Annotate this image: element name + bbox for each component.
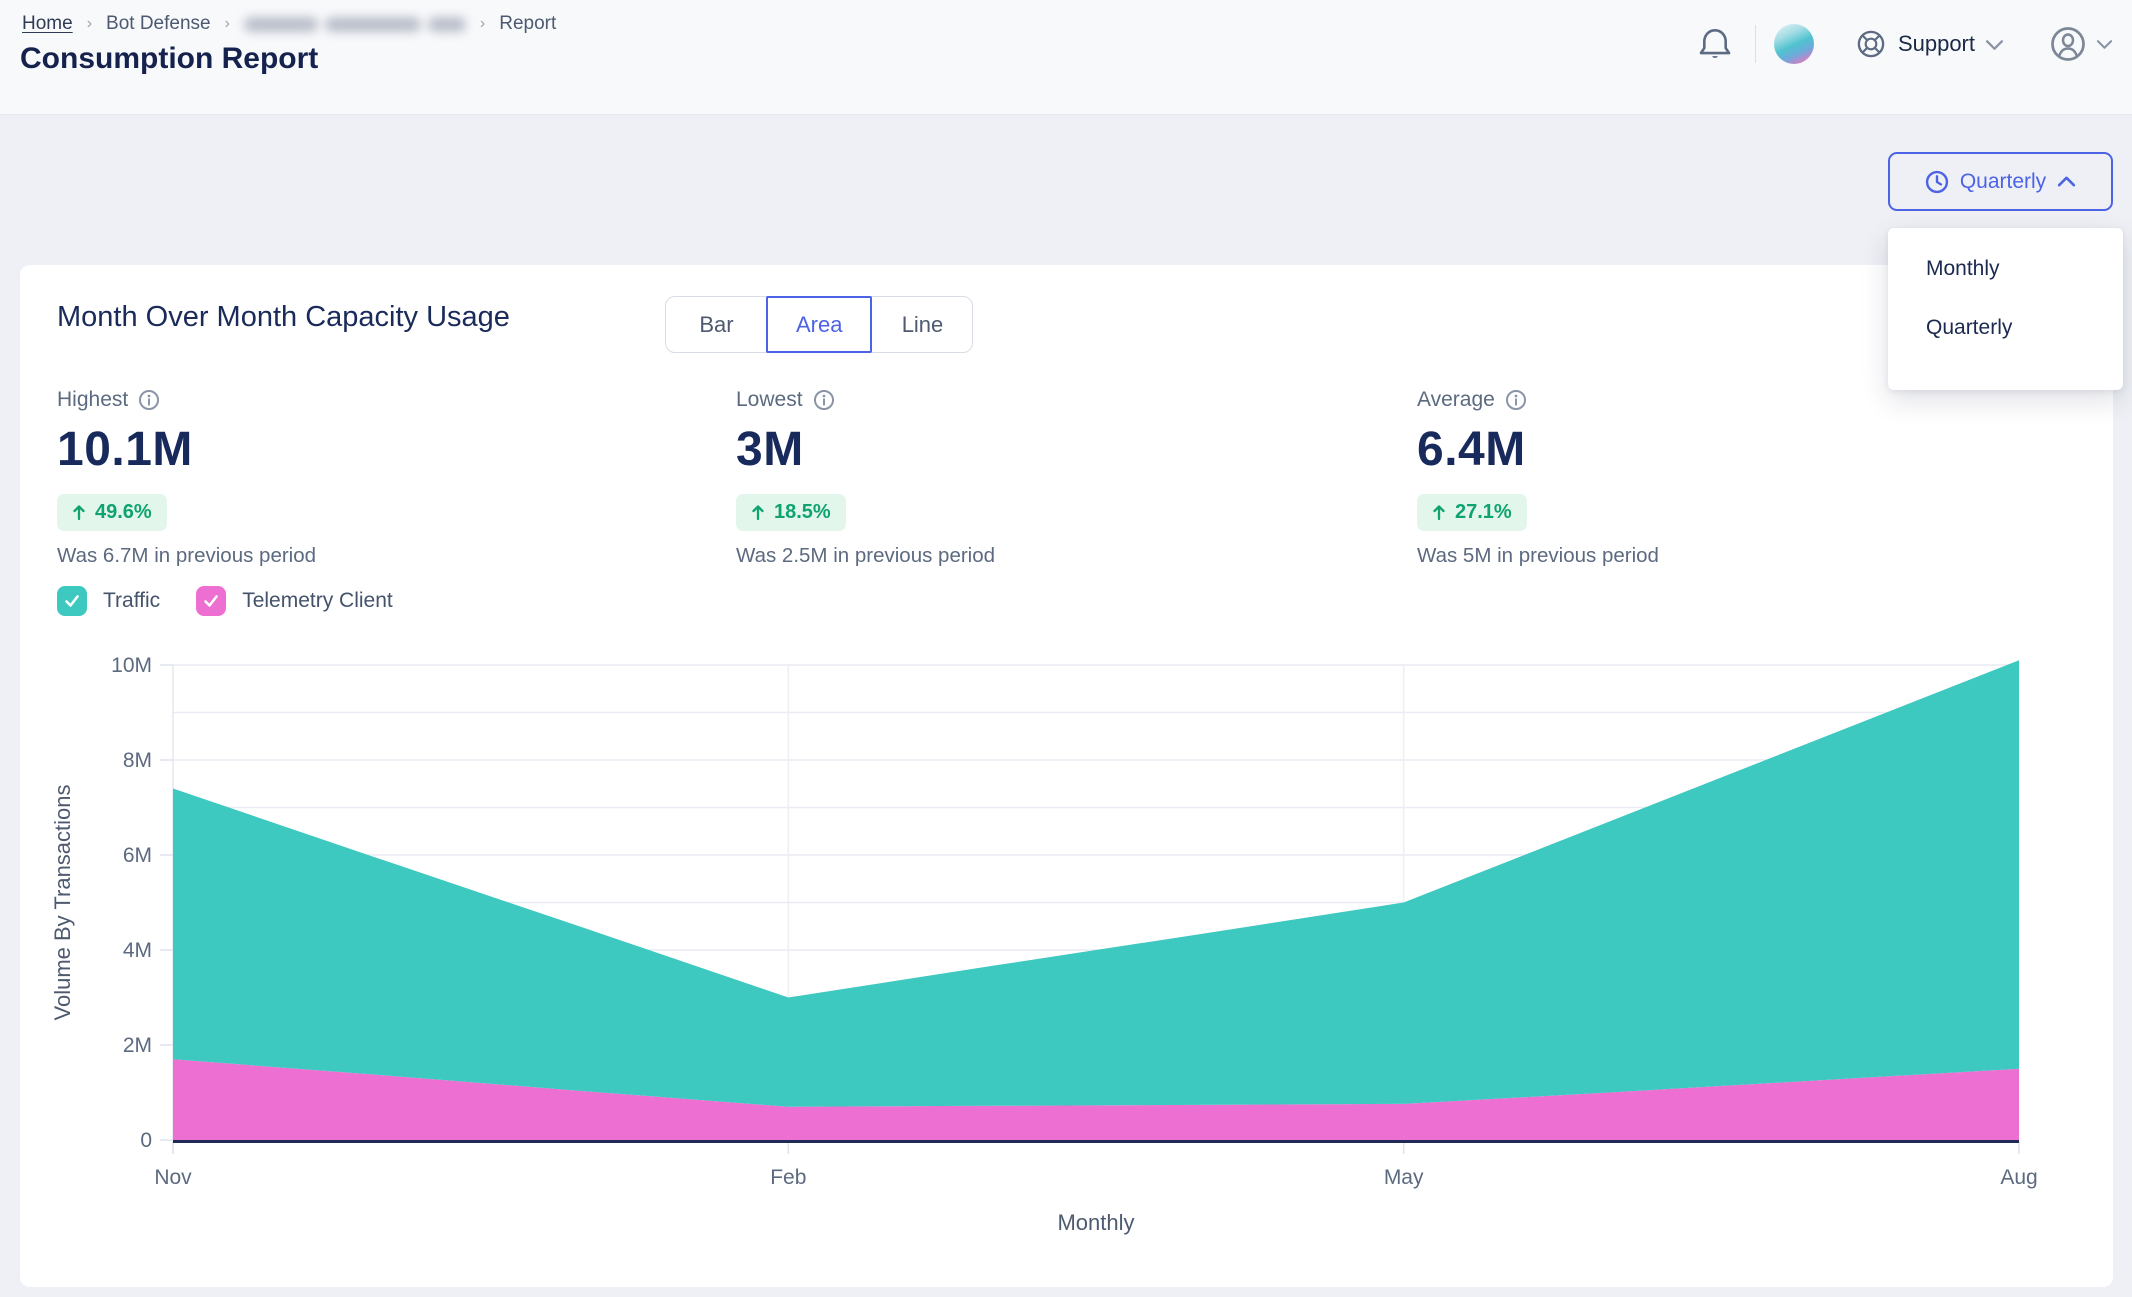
x-tick-label: Nov (154, 1166, 192, 1189)
stat-previous: Was 6.7M in previous period (57, 544, 317, 567)
breadcrumb-section-link[interactable]: Bot Defense (106, 13, 211, 34)
checkbox-checked-icon (57, 586, 87, 616)
header-actions: Support (1693, 22, 2113, 66)
x-tick-label: May (1384, 1166, 1424, 1189)
clock-icon (1925, 170, 1948, 193)
x-tick-label: Feb (770, 1166, 806, 1189)
area-telemetry-client (173, 1059, 2019, 1140)
stat-value: 6.4M (1417, 423, 1526, 476)
capacity-usage-chart: Nov Feb May Aug 0 2M 4M 6M 8M 10M Monthly Volume By… (40, 652, 2080, 1257)
chevron-right-icon: › (224, 15, 230, 32)
header-divider (1754, 25, 1756, 63)
card-title: Month Over Month Capacity Usage (57, 301, 510, 333)
breadcrumb: Home › Bot Defense › › Report (22, 13, 556, 35)
series-legend: Traffic Telemetry Client (57, 586, 393, 616)
stat-average: Average 6.4M 27.1% Was 5M in previous pe… (1417, 388, 2037, 568)
stat-previous: Was 2.5M in previous period (736, 544, 996, 567)
y-tick-label: 0 (140, 1129, 152, 1152)
bell-icon (1699, 29, 1731, 59)
stat-value: 3M (736, 423, 804, 476)
chevron-up-icon (2058, 176, 2076, 187)
checkbox-checked-icon (196, 586, 227, 616)
legend-label: Traffic (103, 589, 161, 612)
legend-label: Telemetry Client (242, 589, 393, 612)
y-tick-label: 8M (123, 749, 152, 772)
up-arrow-icon (73, 505, 85, 521)
workspace-avatar[interactable] (1773, 24, 1814, 64)
life-ring-icon (1857, 30, 1885, 58)
stat-change-badge: 18.5% (736, 494, 846, 531)
y-tick-label: 6M (123, 844, 152, 867)
legend-item-telemetry-client[interactable]: Telemetry Client (196, 586, 393, 616)
x-axis-title: Monthly (1057, 1210, 1134, 1235)
up-arrow-icon (752, 505, 764, 521)
y-tick-label: 4M (123, 939, 152, 962)
stat-value: 10.1M (57, 423, 193, 476)
chevron-down-icon (1985, 39, 2004, 50)
stat-highest: Highest 10.1M 49.6% Was 6.7M in previous… (57, 388, 677, 568)
stat-change-badge: 49.6% (57, 494, 167, 531)
stat-label: Average (1417, 388, 1495, 411)
chart-type-line[interactable]: Line (871, 297, 972, 352)
support-label: Support (1897, 31, 1975, 56)
stat-previous: Was 5M in previous period (1417, 544, 1659, 567)
capacity-usage-card: Month Over Month Capacity Usage Bar Area… (20, 265, 2113, 1287)
chart-type-area[interactable]: Area (766, 296, 873, 353)
user-circle-icon (2051, 27, 2085, 61)
period-option-monthly[interactable]: Monthly (1926, 257, 2000, 280)
up-arrow-icon (1433, 505, 1445, 521)
breadcrumb-item-redacted[interactable] (243, 16, 466, 32)
stat-change-badge: 27.1% (1417, 494, 1527, 531)
y-tick-label: 2M (123, 1034, 152, 1057)
info-icon[interactable] (1505, 389, 1527, 411)
y-axis-title: Volume By Transactions (50, 784, 75, 1020)
chart-type-toggle: Bar Area Line (665, 296, 974, 353)
page-title: Consumption Report (20, 42, 319, 75)
area-traffic (173, 660, 2019, 1107)
legend-item-traffic[interactable]: Traffic (57, 586, 160, 616)
chevron-right-icon: › (479, 15, 486, 32)
stacked-area-chart-canvas: Nov Feb May Aug 0 2M 4M 6M 8M 10M Monthly Volume By… (50, 654, 2038, 1235)
period-selector-value: Quarterly (1959, 169, 2047, 193)
stat-lowest: Lowest 3M 18.5% Was 2.5M in previous per… (736, 388, 1356, 568)
stat-label: Lowest (736, 388, 803, 411)
stat-label: Highest (57, 388, 129, 411)
info-icon[interactable] (138, 389, 160, 411)
y-tick-label: 10M (111, 654, 152, 677)
chevron-down-icon (2096, 40, 2113, 49)
account-menu[interactable] (2048, 24, 2113, 64)
period-option-quarterly[interactable]: Quarterly (1926, 316, 2013, 339)
chart-type-bar[interactable]: Bar (699, 311, 734, 337)
period-dropdown-menu: Monthly Quarterly (1888, 228, 2123, 390)
notifications-button[interactable] (1693, 22, 1737, 66)
breadcrumb-home-link[interactable]: Home (22, 13, 73, 34)
page-header: Home › Bot Defense › › Report Consumptio… (0, 0, 2132, 115)
info-icon[interactable] (813, 389, 835, 411)
support-menu[interactable]: Support (1854, 27, 2004, 61)
breadcrumb-current: Report (499, 13, 557, 34)
period-selector-button[interactable]: Quarterly (1888, 152, 2113, 211)
x-tick-label: Aug (2000, 1166, 2037, 1189)
chevron-right-icon: › (86, 15, 93, 32)
